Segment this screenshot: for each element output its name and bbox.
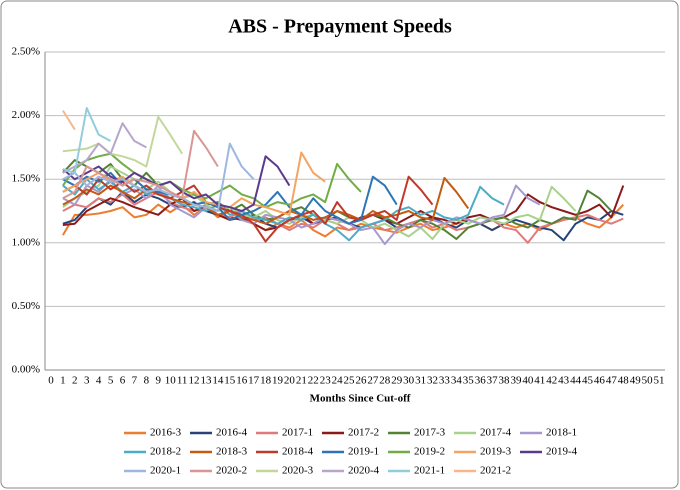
x-tick-label: 48 bbox=[618, 375, 630, 387]
series-line bbox=[62, 176, 470, 225]
x-tick-label: 11 bbox=[177, 375, 188, 387]
y-tick-label: 2.00% bbox=[12, 109, 40, 121]
x-tick-label: 29 bbox=[391, 375, 403, 387]
x-tick-label: 1 bbox=[60, 375, 66, 387]
legend-label: 2021-1 bbox=[414, 465, 445, 477]
x-tick-label: 24 bbox=[332, 375, 344, 387]
series-line bbox=[62, 171, 398, 225]
x-tick-label: 51 bbox=[654, 375, 665, 387]
legend-label: 2017-3 bbox=[414, 427, 446, 439]
x-tick-label: 8 bbox=[144, 375, 150, 387]
x-tick-label: 2 bbox=[72, 375, 78, 387]
legend-label: 2018-4 bbox=[282, 446, 314, 458]
x-tick-label: 6 bbox=[120, 375, 126, 387]
legend-label: 2019-1 bbox=[348, 446, 379, 458]
y-tick-label: 2.50% bbox=[12, 46, 40, 58]
x-tick-label: 10 bbox=[165, 375, 177, 387]
x-tick-label: 25 bbox=[344, 375, 356, 387]
legend-label: 2018-2 bbox=[150, 446, 181, 458]
x-tick-label: 43 bbox=[558, 375, 570, 387]
legend-label: 2017-1 bbox=[282, 427, 313, 439]
chart-title: ABS - Prepayment Speeds bbox=[228, 16, 452, 38]
x-tick-label: 34 bbox=[451, 375, 463, 387]
legend-label: 2020-3 bbox=[282, 465, 314, 477]
x-tick-label: 32 bbox=[427, 375, 438, 387]
x-tick-label: 38 bbox=[499, 375, 511, 387]
legend-label: 2018-1 bbox=[546, 427, 577, 439]
x-tick-label: 47 bbox=[606, 375, 618, 387]
y-tick-label: 0.50% bbox=[12, 300, 40, 312]
x-tick-label: 49 bbox=[630, 375, 642, 387]
x-tick-label: 12 bbox=[189, 375, 200, 387]
x-tick-label: 46 bbox=[594, 375, 606, 387]
x-tick-label: 15 bbox=[224, 375, 236, 387]
x-tick-label: 37 bbox=[487, 375, 499, 387]
series-line bbox=[62, 106, 112, 174]
legend-label: 2020-2 bbox=[216, 465, 247, 477]
x-tick-label: 35 bbox=[463, 375, 475, 387]
x-tick-label: 41 bbox=[534, 375, 545, 387]
x-tick-label: 30 bbox=[403, 375, 415, 387]
legend-label: 2018-3 bbox=[216, 446, 248, 458]
x-tick-label: 5 bbox=[108, 375, 114, 387]
x-tick-label: 21 bbox=[296, 375, 307, 387]
x-tick-label: 19 bbox=[272, 375, 284, 387]
x-tick-label: 18 bbox=[260, 375, 272, 387]
legend-label: 2020-1 bbox=[150, 465, 181, 477]
x-axis-title: Months Since Cut-off bbox=[310, 393, 411, 405]
legend-label: 2019-2 bbox=[414, 446, 445, 458]
x-tick-label: 17 bbox=[248, 375, 260, 387]
legend-label: 2016-3 bbox=[150, 427, 182, 439]
x-tick-label: 40 bbox=[522, 375, 534, 387]
series-line bbox=[62, 129, 219, 200]
x-tick-label: 23 bbox=[320, 375, 332, 387]
series-line bbox=[62, 115, 183, 168]
x-tick-label: 26 bbox=[355, 375, 367, 387]
y-tick-label: 1.00% bbox=[12, 236, 40, 248]
legend-label: 2021-2 bbox=[480, 465, 511, 477]
x-tick-label: 16 bbox=[236, 375, 248, 387]
x-tick-label: 20 bbox=[284, 375, 296, 387]
series-line bbox=[62, 155, 291, 212]
x-tick-label: 4 bbox=[96, 375, 102, 387]
x-tick-label: 27 bbox=[367, 375, 379, 387]
legend-label: 2020-4 bbox=[348, 465, 380, 477]
x-tick-label: 36 bbox=[475, 375, 487, 387]
x-tick-label: 31 bbox=[415, 375, 426, 387]
x-tick-label: 14 bbox=[212, 375, 224, 387]
legend-label: 2017-2 bbox=[348, 427, 379, 439]
x-tick-label: 44 bbox=[570, 375, 582, 387]
series-line bbox=[62, 152, 362, 209]
x-tick-label: 39 bbox=[510, 375, 522, 387]
x-tick-label: 22 bbox=[308, 375, 319, 387]
legend-label: 2019-3 bbox=[480, 446, 512, 458]
x-tick-label: 42 bbox=[546, 375, 557, 387]
legend-label: 2019-4 bbox=[546, 446, 578, 458]
x-tick-label: 28 bbox=[379, 375, 391, 387]
y-tick-label: 0.00% bbox=[12, 364, 40, 376]
x-tick-label: 7 bbox=[132, 375, 138, 387]
series-line bbox=[62, 142, 255, 212]
legend-label: 2016-4 bbox=[216, 427, 248, 439]
x-tick-label: 50 bbox=[642, 375, 654, 387]
x-tick-label: 9 bbox=[156, 375, 162, 387]
x-tick-label: 0 bbox=[48, 375, 54, 387]
x-tick-label: 13 bbox=[200, 375, 212, 387]
y-tick-label: 1.50% bbox=[12, 173, 40, 185]
x-tick-label: 45 bbox=[582, 375, 594, 387]
series-line bbox=[62, 151, 326, 216]
legend-label: 2017-4 bbox=[480, 427, 512, 439]
series-line bbox=[62, 109, 76, 131]
x-tick-label: 3 bbox=[84, 375, 90, 387]
x-tick-label: 33 bbox=[439, 375, 451, 387]
